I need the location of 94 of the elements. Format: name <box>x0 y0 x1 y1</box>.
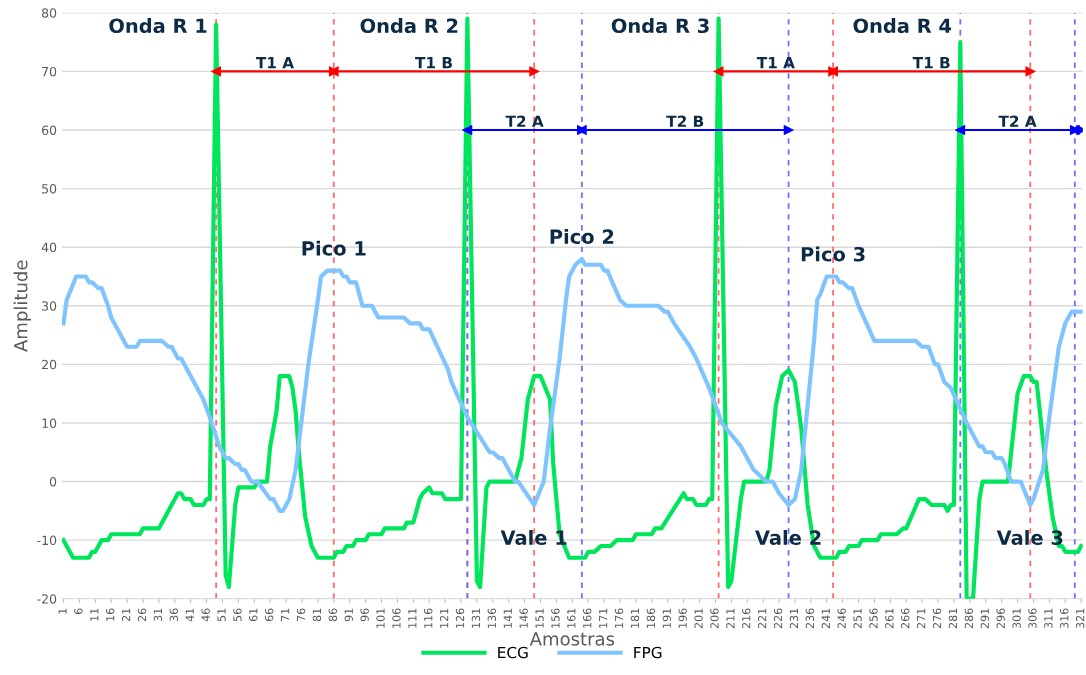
annotation: Onda R 3 <box>611 18 709 34</box>
x-tick-label: 316 <box>1060 608 1069 629</box>
y-tick-label: 0 <box>49 477 57 487</box>
x-tick-label: 186 <box>646 608 656 628</box>
x-tick-label: 241 <box>821 608 830 629</box>
x-tick-label: 96 <box>360 608 369 622</box>
x-tick-label: 76 <box>296 608 306 621</box>
x-tick-label: 81 <box>312 608 322 622</box>
y-tick-label: 80 <box>41 8 57 18</box>
annotation: Onda R 1 <box>109 18 207 34</box>
x-tick-label: 116 <box>424 608 433 628</box>
x-tick-label: 191 <box>662 608 671 628</box>
x-tick-label: 71 <box>281 608 290 621</box>
x-tick-label: 46 <box>201 608 210 622</box>
x-tick-label: 126 <box>455 608 465 628</box>
x-tick-label: 166 <box>583 608 592 628</box>
x-tick-label: 146 <box>519 608 528 628</box>
x-tick-label: 171 <box>599 608 608 628</box>
y-tick-label: -20 <box>37 594 57 604</box>
x-tick-label: 321 <box>1075 608 1085 629</box>
series-label: T2 A <box>998 115 1037 127</box>
series-label: T1 B <box>912 57 950 69</box>
x-tick-label: 11 <box>90 608 99 621</box>
x-tick-label: 231 <box>789 608 799 629</box>
x-tick-label: 176 <box>614 608 624 628</box>
x-tick-label: 281 <box>948 608 958 629</box>
x-tick-label: 31 <box>153 608 163 622</box>
x-tick-label: 26 <box>137 608 147 622</box>
x-tick-label: 106 <box>392 608 401 628</box>
x-tick-label: 21 <box>121 608 131 622</box>
x-tick-label: 51 <box>217 608 226 622</box>
x-tick-label: 41 <box>185 608 194 622</box>
x-tick-label: 216 <box>742 608 751 629</box>
x-axis-title: Amostras <box>529 632 615 646</box>
x-tick-label: 311 <box>1044 608 1053 629</box>
x-tick-label: 161 <box>567 608 576 628</box>
series-label: T1 A <box>756 57 795 69</box>
series-label: T2 B <box>666 115 704 127</box>
x-tick-label: 196 <box>678 608 687 628</box>
x-tick-label: 296 <box>996 608 1005 629</box>
x-tick-label: 56 <box>233 608 242 622</box>
x-tick-label: 86 <box>328 608 338 622</box>
series-label: T1 A <box>255 57 294 69</box>
y-tick-label: 50 <box>42 184 57 194</box>
y-tick-label: 70 <box>42 66 57 77</box>
x-tick-label: 286 <box>964 608 974 629</box>
x-tick-label: 246 <box>837 608 846 629</box>
y-axis-title: Amplitude <box>13 260 32 352</box>
x-tick-label: 16 <box>106 608 115 621</box>
x-tick-label: 101 <box>376 608 385 628</box>
x-tick-label: 306 <box>1028 608 1037 629</box>
annotation: Pico 1 <box>302 240 366 256</box>
x-tick-label: 6 <box>74 608 83 615</box>
x-tick-label: 111 <box>408 608 417 628</box>
x-tick-label: 251 <box>853 608 862 629</box>
x-tick-label: 181 <box>630 608 640 628</box>
x-tick-label: 91 <box>344 608 353 622</box>
annotation: Pico 3 <box>801 246 865 262</box>
series-label: T1 B <box>415 57 452 69</box>
y-tick-label: 60 <box>42 125 57 135</box>
y-tick-label: 20 <box>42 359 57 370</box>
annotation: Onda R 4 <box>853 18 952 34</box>
x-tick-label: 211 <box>726 608 735 629</box>
x-tick-label: 201 <box>694 608 703 629</box>
x-tick-label: 131 <box>471 608 481 628</box>
x-tick-label: 66 <box>265 608 274 622</box>
x-tick-label: 226 <box>773 608 783 629</box>
x-tick-label: 291 <box>980 608 989 629</box>
x-tick-label: 221 <box>757 608 767 629</box>
x-tick-label: 261 <box>885 608 894 629</box>
legend-label: FPG <box>634 646 662 659</box>
x-tick-label: 141 <box>503 608 512 628</box>
annotation: Pico 2 <box>550 228 614 245</box>
legend-label: ECG <box>498 646 528 659</box>
x-tick-label: 136 <box>487 608 497 628</box>
x-tick-label: 151 <box>535 608 544 628</box>
y-tick-label: 40 <box>41 242 57 253</box>
series-label: T2 A <box>505 115 544 127</box>
x-tick-label: 276 <box>932 608 942 629</box>
x-tick-label: 271 <box>916 608 926 629</box>
y-tick-label: -10 <box>37 535 57 546</box>
x-tick-label: 1 <box>58 608 67 614</box>
y-tick-label: 30 <box>42 301 57 311</box>
x-tick-label: 256 <box>869 608 878 629</box>
x-tick-label: 266 <box>901 608 910 629</box>
x-tick-label: 206 <box>710 608 719 629</box>
x-tick-label: 301 <box>1012 608 1021 629</box>
x-tick-label: 236 <box>805 608 815 629</box>
x-tick-label: 121 <box>439 608 449 628</box>
annotation: Onda R 2 <box>360 18 458 34</box>
x-tick-label: 61 <box>249 608 258 622</box>
x-tick-label: 36 <box>169 608 179 622</box>
y-tick-label: 10 <box>42 418 57 428</box>
x-tick-label: 156 <box>551 608 560 628</box>
